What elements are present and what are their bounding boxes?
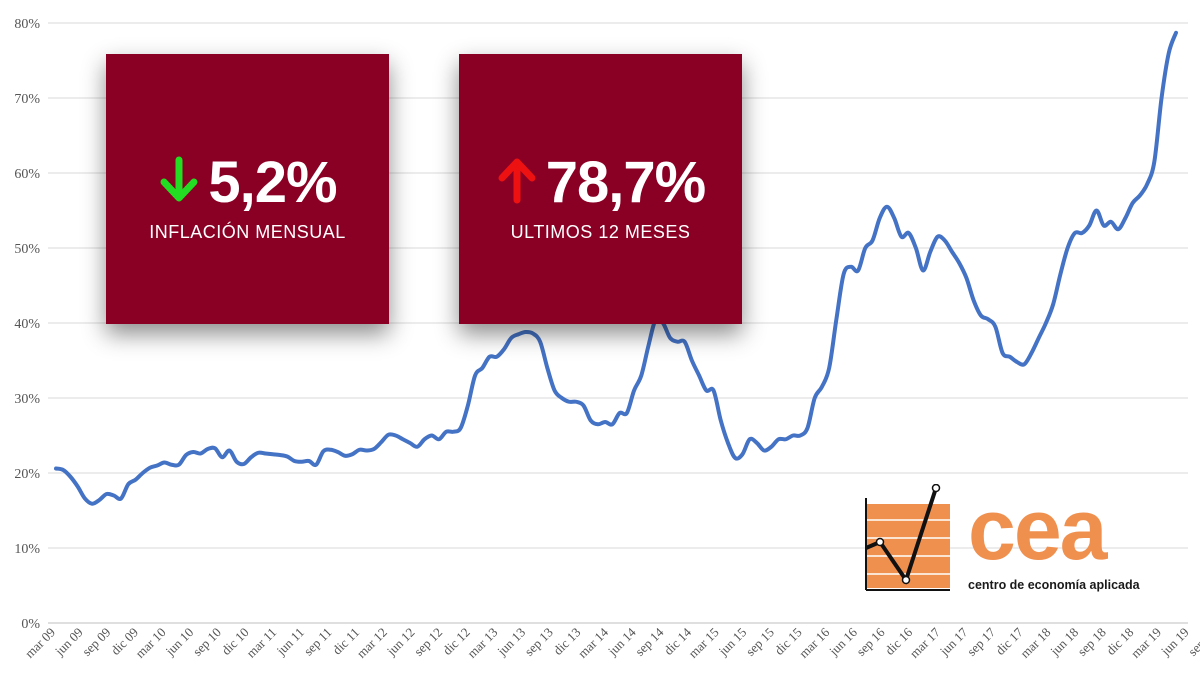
- monthly-inflation-label: INFLACIÓN MENSUAL: [149, 222, 346, 242]
- x-tick-label: jun 13: [494, 625, 529, 660]
- x-tick-label: sep 11: [301, 625, 335, 659]
- x-tick-label: mar 11: [243, 625, 279, 661]
- y-tick-label: 0%: [21, 617, 40, 632]
- x-tick-label: sep 13: [521, 625, 555, 659]
- x-tick-label: jun 18: [1047, 625, 1082, 660]
- x-tick-label: sep 10: [190, 625, 224, 659]
- y-tick-label: 60%: [14, 167, 40, 182]
- up-arrow-icon: [496, 156, 538, 209]
- x-tick-label: mar 12: [354, 625, 390, 661]
- x-tick-label: jun 12: [383, 625, 418, 660]
- x-tick-label: mar 13: [464, 625, 500, 661]
- y-tick-label: 50%: [14, 242, 40, 257]
- annual-inflation-label: ULTIMOS 12 MESES: [510, 222, 691, 242]
- x-tick-label: mar 18: [1017, 625, 1053, 661]
- x-tick-label: jun 17: [936, 624, 971, 659]
- y-tick-label: 40%: [14, 317, 40, 332]
- y-tick-label: 10%: [14, 542, 40, 557]
- monthly-inflation-value: 5,2%: [208, 150, 337, 215]
- cea-logo-mark: [865, 484, 950, 591]
- x-tick-label: mar 19: [1128, 625, 1164, 661]
- x-tick-label: sep 18: [1074, 625, 1108, 659]
- annual-inflation-card: 78,7% ULTIMOS 12 MESES: [459, 54, 742, 324]
- x-tick-label: mar 17: [907, 624, 944, 661]
- x-tick-label: sep 16: [853, 624, 888, 659]
- x-tick-label: jun 11: [273, 625, 307, 659]
- x-tick-label: sep 09: [79, 625, 113, 659]
- x-tick-label: sep 19: [1185, 625, 1200, 659]
- x-tick-label: sep 14: [632, 624, 667, 659]
- x-tick-label: mar 14: [575, 624, 612, 661]
- x-tick-label: mar 10: [132, 625, 168, 661]
- y-tick-label: 30%: [14, 392, 40, 407]
- x-tick-label: jun 19: [1157, 625, 1192, 660]
- x-tick-label: jun 10: [162, 625, 197, 660]
- x-tick-label: mar 15: [685, 625, 721, 661]
- y-tick-label: 80%: [14, 17, 40, 32]
- cea-logo-subtitle: centro de economía aplicada: [968, 578, 1140, 592]
- x-tick-label: sep 15: [743, 625, 777, 659]
- y-tick-label: 70%: [14, 92, 40, 107]
- x-tick-label: sep 17: [964, 624, 999, 659]
- cea-logo-text: cea: [968, 482, 1107, 578]
- x-tick-label: jun 15: [715, 625, 750, 660]
- inflation-series-line: [54, 30, 1178, 506]
- x-tick-label: jun 14: [604, 624, 639, 659]
- x-tick-label: jun 16: [825, 624, 860, 659]
- monthly-inflation-card: 5,2% INFLACIÓN MENSUAL: [106, 54, 389, 324]
- y-tick-label: 20%: [14, 467, 40, 482]
- x-tick-label: mar 16: [796, 624, 833, 661]
- x-tick-label: jun 09: [51, 625, 86, 660]
- annual-inflation-value: 78,7%: [545, 150, 706, 215]
- down-arrow-icon: [158, 156, 200, 209]
- x-tick-label: sep 12: [411, 625, 445, 659]
